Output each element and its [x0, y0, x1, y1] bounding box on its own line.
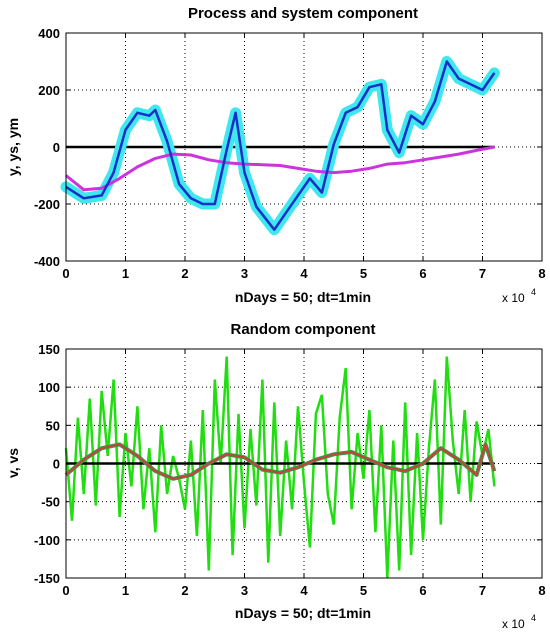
x-tick-label: 3	[241, 266, 248, 281]
x-tick-label: 7	[479, 266, 486, 281]
x-axis-label: nDays = 50; dt=1min	[235, 605, 371, 621]
x-tick-label: 6	[419, 583, 426, 598]
y-tick-label: 0	[53, 140, 60, 155]
x-axis-exponent: 4	[531, 613, 536, 623]
chart-bottom: Random component 0 1 2 3 4 5 6 7 8 -150 -100 -50 0 5…	[5, 321, 546, 631]
series-smooth	[65, 145, 495, 192]
y-tick-label: -400	[34, 254, 60, 269]
series-layer	[64, 356, 497, 579]
x-tick-label: 0	[62, 266, 69, 281]
y-tick-label: 200	[38, 83, 60, 98]
y-tick-label: 150	[38, 342, 60, 357]
x-axis-label: nDays = 50; dt=1min	[235, 289, 371, 305]
x-tick-label: 2	[181, 583, 188, 598]
chart-title: Random component	[231, 321, 376, 338]
y-axis-label: v, vs	[5, 448, 21, 478]
y-tick-label: 100	[38, 380, 60, 395]
series-main	[65, 60, 496, 231]
x-axis-exponent: 4	[531, 287, 536, 297]
x-tick-label: 3	[241, 583, 248, 598]
x-tick-labels: 0 1 2 3 4 5 6 7 8	[62, 583, 545, 598]
x-tick-label: 1	[122, 266, 129, 281]
x-axis-multiplier: x 10	[502, 617, 525, 631]
y-tick-label: -200	[34, 197, 60, 212]
x-tick-label: 5	[360, 583, 367, 598]
x-tick-label: 1	[122, 583, 129, 598]
x-axis-multiplier: x 10	[502, 291, 525, 305]
x-tick-label: 8	[538, 266, 545, 281]
x-tick-labels: 0 1 2 3 4 5 6 7 8	[62, 266, 545, 281]
series-smooth	[65, 443, 496, 480]
x-tick-label: 4	[300, 583, 308, 598]
y-tick-label: 0	[53, 457, 60, 472]
y-tick-labels: -400 -200 0 200 400	[34, 26, 60, 269]
series-noise	[64, 356, 496, 579]
y-axis-label: y, ys, ym	[5, 118, 21, 176]
series-layer	[60, 56, 500, 236]
x-tick-label: 8	[538, 583, 545, 598]
x-tick-label: 4	[300, 266, 308, 281]
x-tick-label: 2	[181, 266, 188, 281]
x-tick-label: 6	[419, 266, 426, 281]
x-tick-label: 7	[479, 583, 486, 598]
x-tick-label: 0	[62, 583, 69, 598]
y-tick-label: 50	[46, 418, 60, 433]
y-tick-label: 400	[38, 26, 60, 41]
y-tick-label: -50	[41, 495, 60, 510]
y-tick-label: -150	[34, 571, 60, 586]
chart-top: Process and system component 0 1 2 3 4 5 6 7 8 -…	[5, 5, 546, 305]
y-tick-label: -100	[34, 533, 60, 548]
axes-frame	[65, 32, 543, 262]
chart-title: Process and system component	[188, 5, 418, 22]
axes-frame	[65, 348, 543, 579]
x-tick-label: 5	[360, 266, 367, 281]
y-tick-labels: -150 -100 -50 0 50 100 150	[34, 342, 60, 586]
